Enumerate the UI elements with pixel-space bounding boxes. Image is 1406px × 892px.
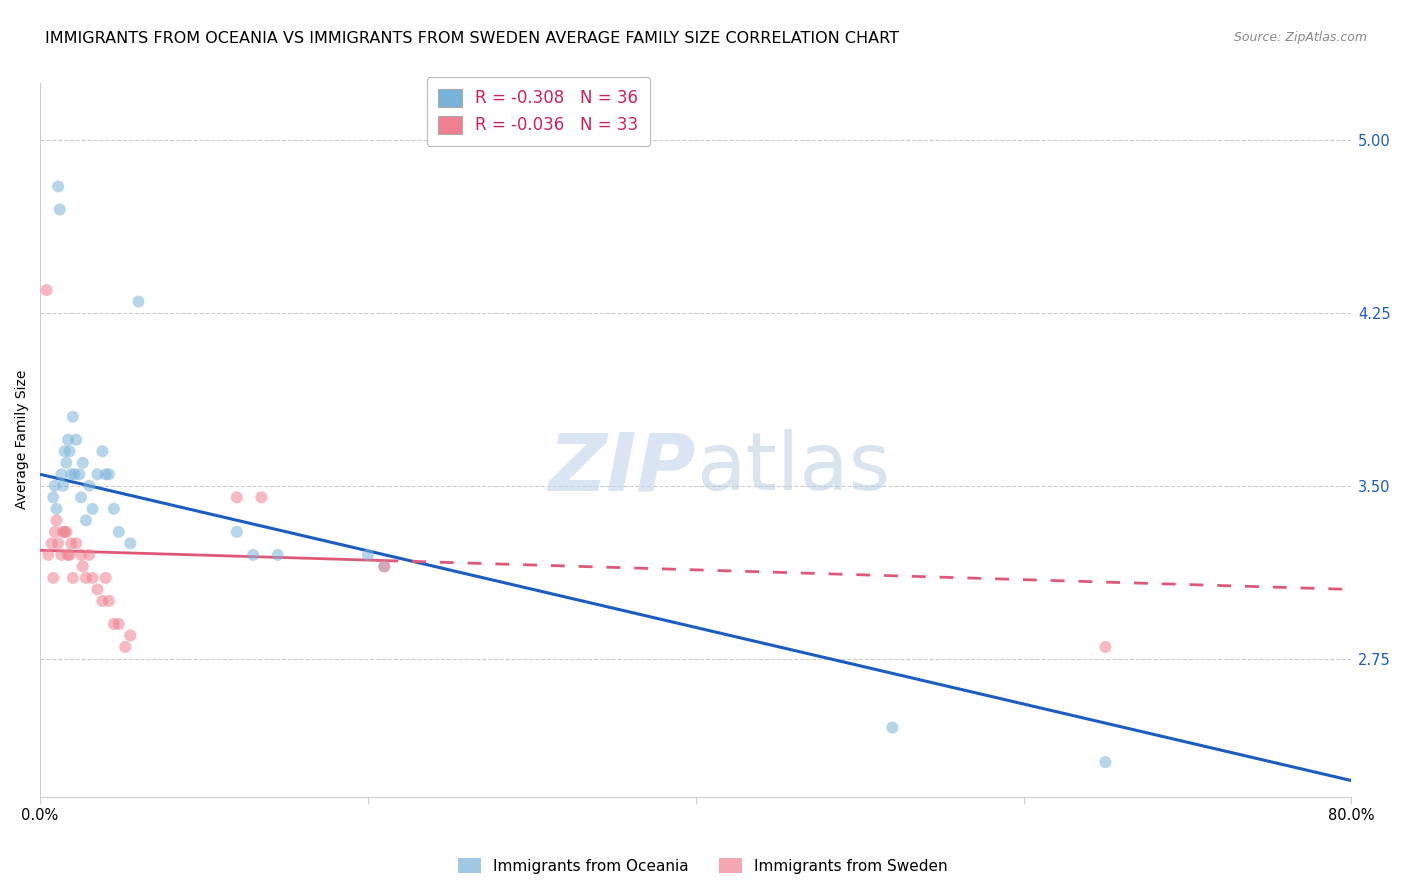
Point xyxy=(107,617,129,632)
Point xyxy=(72,456,94,470)
Point xyxy=(75,571,97,585)
Point xyxy=(51,467,73,482)
Point xyxy=(75,513,97,527)
Text: Source: ZipAtlas.com: Source: ZipAtlas.com xyxy=(1233,31,1367,45)
Point xyxy=(82,571,104,585)
Text: IMMIGRANTS FROM OCEANIA VS IMMIGRANTS FROM SWEDEN AVERAGE FAMILY SIZE CORRELATIO: IMMIGRANTS FROM OCEANIA VS IMMIGRANTS FR… xyxy=(45,31,898,46)
Point xyxy=(41,536,63,550)
Point xyxy=(120,536,142,550)
Point xyxy=(44,524,66,539)
Point xyxy=(70,491,93,505)
Point xyxy=(82,501,104,516)
Point xyxy=(72,559,94,574)
Point xyxy=(86,582,108,597)
Point xyxy=(225,524,247,539)
Point xyxy=(45,501,67,516)
Point xyxy=(97,594,120,608)
Legend: Immigrants from Oceania, Immigrants from Sweden: Immigrants from Oceania, Immigrants from… xyxy=(451,852,955,880)
Point xyxy=(60,536,83,550)
Point xyxy=(373,559,395,574)
Point xyxy=(250,491,273,505)
Point xyxy=(55,524,77,539)
Point xyxy=(94,571,117,585)
Text: ZIP: ZIP xyxy=(548,429,696,508)
Point xyxy=(225,491,247,505)
Point xyxy=(56,433,79,447)
Point xyxy=(373,559,395,574)
Y-axis label: Average Family Size: Average Family Size xyxy=(15,370,30,509)
Point xyxy=(91,594,114,608)
Point xyxy=(63,467,86,482)
Point xyxy=(51,548,73,562)
Legend: R = -0.308   N = 36, R = -0.036   N = 33: R = -0.308 N = 36, R = -0.036 N = 33 xyxy=(427,77,650,146)
Point xyxy=(103,501,125,516)
Point xyxy=(37,548,59,562)
Point xyxy=(44,479,66,493)
Point xyxy=(60,467,83,482)
Point xyxy=(62,409,84,424)
Point xyxy=(59,548,82,562)
Point xyxy=(1094,640,1116,654)
Point xyxy=(86,467,108,482)
Point xyxy=(59,444,82,458)
Point xyxy=(114,640,136,654)
Point xyxy=(357,548,380,562)
Point xyxy=(62,571,84,585)
Point xyxy=(127,294,149,309)
Point xyxy=(46,536,69,550)
Point xyxy=(77,548,100,562)
Point xyxy=(103,617,125,632)
Point xyxy=(53,444,76,458)
Point xyxy=(242,548,264,562)
Point xyxy=(120,628,142,642)
Point xyxy=(91,444,114,458)
Point xyxy=(52,524,75,539)
Point xyxy=(35,283,58,297)
Point xyxy=(94,467,117,482)
Point xyxy=(107,524,129,539)
Point xyxy=(45,513,67,527)
Point xyxy=(46,179,69,194)
Point xyxy=(52,479,75,493)
Point xyxy=(65,433,87,447)
Point xyxy=(882,721,904,735)
Point xyxy=(1094,755,1116,769)
Point xyxy=(77,479,100,493)
Point xyxy=(267,548,290,562)
Point xyxy=(97,467,120,482)
Point xyxy=(42,491,65,505)
Point xyxy=(55,456,77,470)
Point xyxy=(42,571,65,585)
Point xyxy=(49,202,72,217)
Text: atlas: atlas xyxy=(696,429,890,508)
Point xyxy=(56,548,79,562)
Point xyxy=(53,524,76,539)
Point xyxy=(70,548,93,562)
Point xyxy=(65,536,87,550)
Point xyxy=(69,467,91,482)
